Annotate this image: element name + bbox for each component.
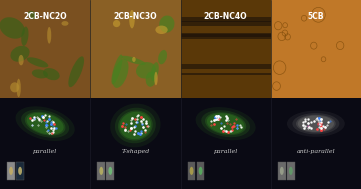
- Ellipse shape: [289, 167, 293, 175]
- Ellipse shape: [0, 59, 21, 88]
- Ellipse shape: [18, 167, 22, 175]
- Ellipse shape: [280, 167, 284, 175]
- Ellipse shape: [144, 39, 164, 67]
- Ellipse shape: [105, 32, 131, 53]
- Ellipse shape: [96, 44, 99, 49]
- Bar: [90, 0, 180, 98]
- Bar: [287, 162, 295, 180]
- Ellipse shape: [20, 44, 47, 77]
- Ellipse shape: [99, 167, 103, 175]
- Ellipse shape: [115, 108, 156, 143]
- Text: 5CB: 5CB: [308, 12, 324, 21]
- Bar: [180, 46, 271, 51]
- Ellipse shape: [53, 36, 70, 60]
- Ellipse shape: [60, 78, 69, 92]
- Ellipse shape: [133, 73, 147, 84]
- Ellipse shape: [74, 64, 83, 78]
- Ellipse shape: [292, 113, 339, 134]
- Bar: [16, 162, 24, 180]
- Text: anti-parallel: anti-parallel: [297, 149, 335, 154]
- Ellipse shape: [298, 115, 334, 132]
- Bar: [180, 33, 271, 38]
- Ellipse shape: [41, 26, 44, 30]
- Bar: [180, 84, 271, 88]
- Ellipse shape: [21, 110, 69, 138]
- Ellipse shape: [129, 36, 131, 53]
- Ellipse shape: [201, 110, 250, 137]
- Text: 2CB-NC4O: 2CB-NC4O: [204, 12, 247, 21]
- Ellipse shape: [25, 112, 65, 136]
- Ellipse shape: [94, 64, 101, 71]
- Bar: [180, 13, 271, 17]
- Bar: [97, 162, 105, 180]
- Ellipse shape: [44, 34, 48, 50]
- Bar: [197, 162, 204, 180]
- Ellipse shape: [112, 48, 132, 72]
- Ellipse shape: [12, 28, 30, 41]
- Bar: [0, 0, 90, 98]
- Bar: [278, 162, 286, 180]
- Text: parallel: parallel: [213, 149, 238, 154]
- Ellipse shape: [15, 9, 37, 28]
- Ellipse shape: [90, 79, 113, 90]
- Bar: [188, 162, 195, 180]
- Ellipse shape: [62, 65, 71, 74]
- Bar: [7, 162, 15, 180]
- Ellipse shape: [287, 111, 345, 137]
- Ellipse shape: [296, 115, 336, 133]
- Bar: [180, 0, 271, 98]
- Ellipse shape: [190, 167, 193, 175]
- Text: parallel: parallel: [33, 149, 57, 154]
- Text: T-shaped: T-shaped: [121, 149, 149, 154]
- Ellipse shape: [27, 113, 64, 135]
- Text: 2CB-NC2O: 2CB-NC2O: [23, 12, 67, 21]
- Ellipse shape: [108, 167, 112, 175]
- Ellipse shape: [118, 110, 153, 141]
- Ellipse shape: [161, 31, 174, 51]
- Ellipse shape: [199, 167, 203, 175]
- Ellipse shape: [9, 167, 13, 175]
- Ellipse shape: [110, 104, 161, 147]
- Ellipse shape: [7, 50, 12, 68]
- Ellipse shape: [123, 12, 141, 29]
- Text: 2CB-NC3O: 2CB-NC3O: [114, 12, 157, 21]
- Ellipse shape: [207, 113, 244, 134]
- Ellipse shape: [20, 62, 27, 74]
- Ellipse shape: [152, 57, 170, 90]
- Bar: [180, 65, 271, 71]
- Ellipse shape: [119, 112, 151, 139]
- Ellipse shape: [205, 112, 246, 135]
- Ellipse shape: [112, 12, 120, 27]
- Bar: [106, 162, 114, 180]
- Bar: [271, 0, 361, 98]
- Ellipse shape: [54, 48, 65, 57]
- Bar: [180, 20, 271, 22]
- Ellipse shape: [152, 18, 160, 33]
- Ellipse shape: [16, 106, 75, 141]
- Ellipse shape: [196, 107, 256, 140]
